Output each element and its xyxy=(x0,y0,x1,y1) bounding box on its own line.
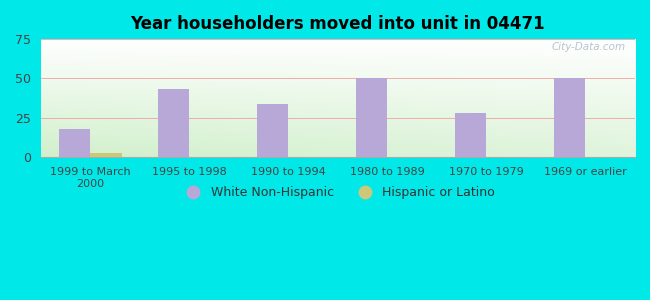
Bar xyxy=(356,78,387,157)
Bar xyxy=(455,113,486,157)
Text: City-Data.com: City-Data.com xyxy=(552,42,626,52)
Bar xyxy=(257,103,289,157)
Legend: White Non-Hispanic, Hispanic or Latino: White Non-Hispanic, Hispanic or Latino xyxy=(176,182,500,204)
Bar xyxy=(157,89,189,157)
Bar xyxy=(90,153,122,157)
Bar xyxy=(554,78,586,157)
Bar xyxy=(58,129,90,157)
Title: Year householders moved into unit in 04471: Year householders moved into unit in 044… xyxy=(131,15,545,33)
